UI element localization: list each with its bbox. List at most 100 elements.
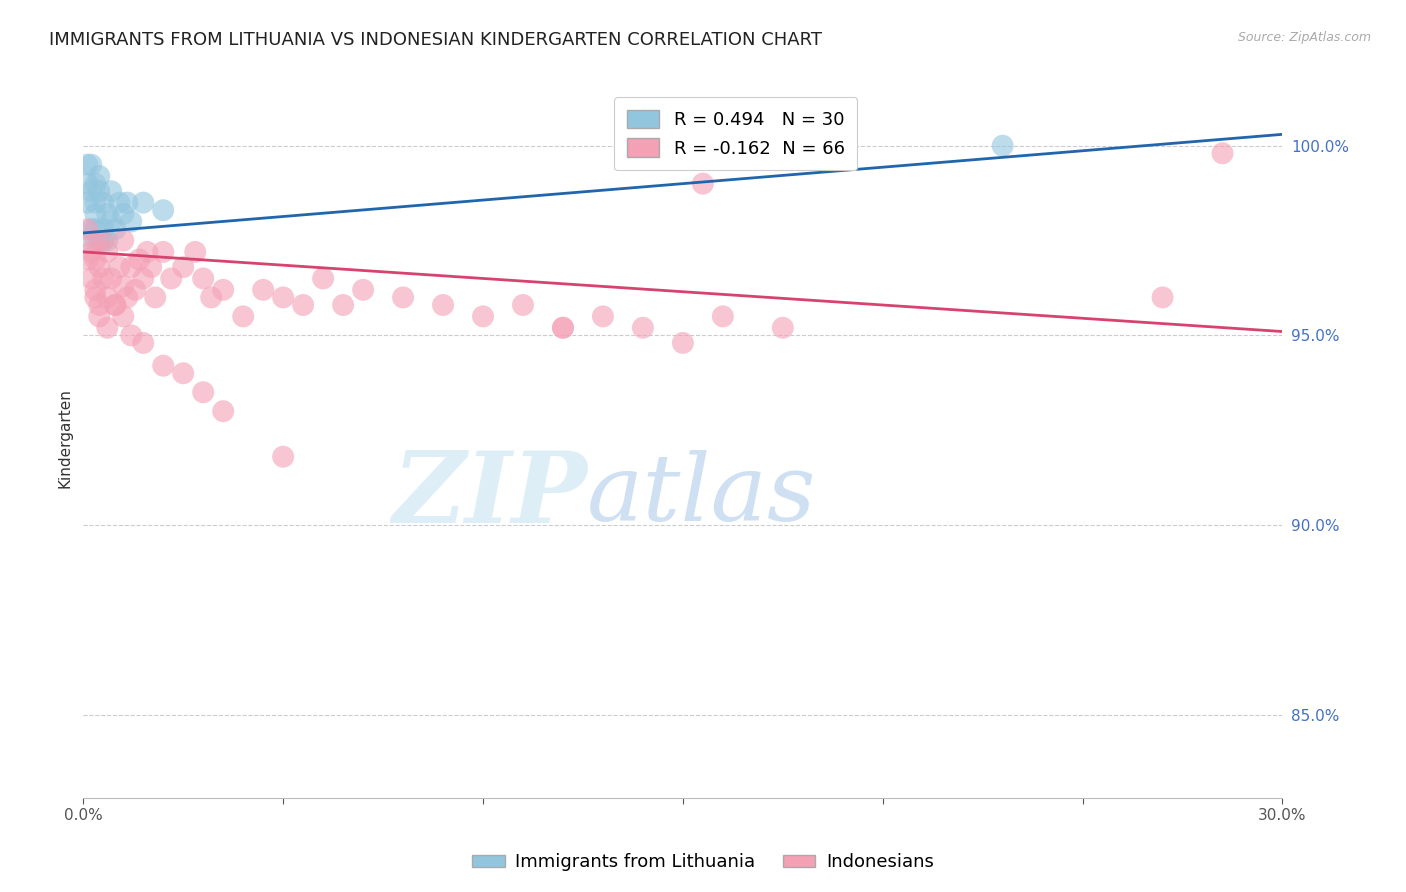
Point	[112, 207, 135, 221]
Point	[112, 279, 135, 293]
Point	[252, 283, 274, 297]
Point	[80, 244, 103, 259]
Point	[152, 203, 174, 218]
Legend: Immigrants from Lithuania, Indonesians: Immigrants from Lithuania, Indonesians	[465, 847, 941, 879]
Point	[80, 271, 103, 285]
Point	[672, 335, 695, 350]
Point	[100, 184, 122, 198]
Point	[772, 320, 794, 334]
Point	[76, 158, 98, 172]
Point	[117, 290, 139, 304]
Point	[352, 283, 374, 297]
Point	[76, 177, 98, 191]
Point	[76, 222, 98, 236]
Point	[80, 234, 103, 248]
Text: atlas: atlas	[586, 450, 817, 541]
Point	[711, 310, 734, 324]
Point	[84, 252, 107, 267]
Point	[100, 214, 122, 228]
Point	[96, 244, 118, 259]
Point	[84, 283, 107, 297]
Point	[124, 283, 146, 297]
Point	[128, 252, 150, 267]
Point	[89, 260, 111, 274]
Point	[152, 359, 174, 373]
Point	[80, 158, 103, 172]
Point	[991, 138, 1014, 153]
Point	[332, 298, 354, 312]
Point	[132, 195, 155, 210]
Point	[141, 260, 163, 274]
Point	[104, 298, 127, 312]
Point	[292, 298, 315, 312]
Point	[152, 244, 174, 259]
Point	[84, 207, 107, 221]
Point	[811, 138, 834, 153]
Y-axis label: Kindergarten: Kindergarten	[58, 388, 72, 488]
Point	[91, 271, 114, 285]
Point	[172, 260, 194, 274]
Point	[472, 310, 495, 324]
Point	[212, 404, 235, 418]
Point	[89, 184, 111, 198]
Point	[80, 222, 103, 236]
Point	[108, 260, 131, 274]
Point	[96, 234, 118, 248]
Point	[271, 290, 294, 304]
Point	[193, 385, 215, 400]
Point	[692, 177, 714, 191]
Point	[592, 310, 614, 324]
Point	[172, 366, 194, 380]
Point	[193, 271, 215, 285]
Point	[112, 234, 135, 248]
Point	[76, 195, 98, 210]
Point	[392, 290, 415, 304]
Point	[80, 184, 103, 198]
Point	[76, 252, 98, 267]
Text: Source: ZipAtlas.com: Source: ZipAtlas.com	[1237, 31, 1371, 45]
Point	[84, 234, 107, 248]
Point	[89, 310, 111, 324]
Point	[551, 320, 574, 334]
Point	[84, 195, 107, 210]
Point	[89, 234, 111, 248]
Point	[89, 298, 111, 312]
Point	[512, 298, 534, 312]
Point	[120, 260, 142, 274]
Point	[84, 222, 107, 236]
Point	[1152, 290, 1174, 304]
Point	[312, 271, 335, 285]
Point	[120, 328, 142, 343]
Point	[112, 310, 135, 324]
Point	[100, 271, 122, 285]
Point	[143, 290, 166, 304]
Text: ZIP: ZIP	[392, 447, 586, 543]
Point	[104, 298, 127, 312]
Point	[96, 320, 118, 334]
Point	[132, 271, 155, 285]
Legend: R = 0.494   N = 30, R = -0.162  N = 66: R = 0.494 N = 30, R = -0.162 N = 66	[614, 97, 858, 170]
Point	[160, 271, 183, 285]
Point	[104, 222, 127, 236]
Point	[200, 290, 222, 304]
Point	[84, 177, 107, 191]
Point	[96, 290, 118, 304]
Point	[117, 195, 139, 210]
Point	[91, 234, 114, 248]
Point	[212, 283, 235, 297]
Point	[120, 214, 142, 228]
Point	[271, 450, 294, 464]
Point	[91, 234, 114, 248]
Point	[432, 298, 454, 312]
Point	[84, 290, 107, 304]
Point	[132, 335, 155, 350]
Point	[136, 244, 159, 259]
Point	[91, 195, 114, 210]
Point	[91, 222, 114, 236]
Point	[232, 310, 254, 324]
Text: IMMIGRANTS FROM LITHUANIA VS INDONESIAN KINDERGARTEN CORRELATION CHART: IMMIGRANTS FROM LITHUANIA VS INDONESIAN …	[49, 31, 823, 49]
Point	[108, 195, 131, 210]
Point	[89, 169, 111, 183]
Point	[184, 244, 207, 259]
Point	[551, 320, 574, 334]
